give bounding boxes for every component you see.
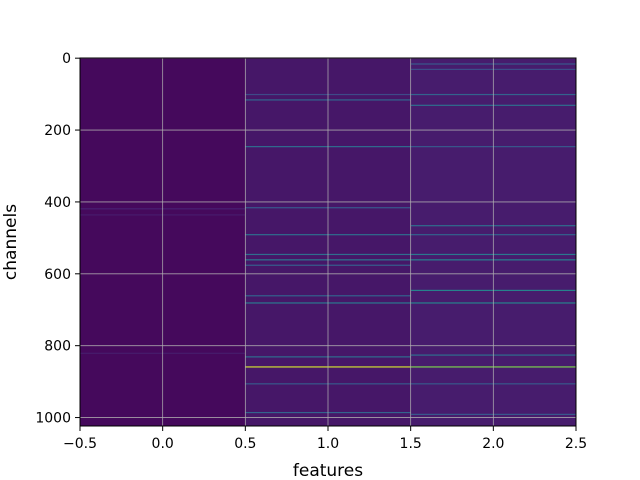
x-tick-label: 1.5 (400, 436, 422, 452)
x-tick-label: 2.0 (482, 436, 504, 452)
x-axis-ticks: −0.5 0.0 0.5 1.0 1.5 2.0 2.5 (63, 426, 587, 452)
y-axis-label: channels (1, 204, 21, 280)
x-axis-label: features (293, 461, 363, 480)
y-tick-label: 200 (44, 123, 71, 139)
x-tick-label: 2.5 (565, 436, 587, 452)
y-tick-label: 800 (44, 339, 71, 355)
x-tick-label: 0.5 (234, 436, 256, 452)
x-tick-label: 0.0 (152, 436, 174, 452)
y-tick-label: 1000 (35, 411, 71, 427)
y-tick-label: 400 (44, 195, 71, 211)
y-tick-label: 600 (44, 267, 71, 283)
y-tick-label: 0 (62, 51, 71, 67)
x-tick-label: 1.0 (317, 436, 339, 452)
x-tick-label: −0.5 (63, 436, 97, 452)
y-axis-ticks: 0 200 400 600 800 1000 (35, 51, 80, 427)
